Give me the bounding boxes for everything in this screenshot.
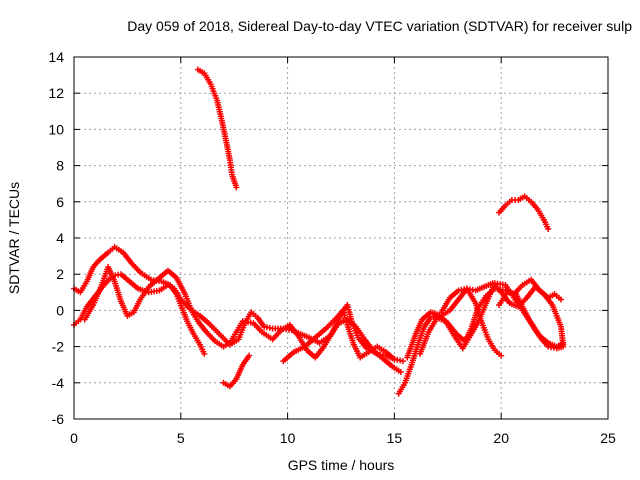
data-point — [498, 352, 505, 359]
data-point — [397, 368, 404, 375]
x-tick-label: 0 — [70, 430, 78, 446]
y-tick-label: -6 — [52, 411, 65, 427]
y-tick-label: 0 — [56, 302, 64, 318]
y-tick-label: 14 — [48, 49, 64, 65]
series-track-5 — [220, 352, 253, 390]
y-tick-label: 10 — [48, 121, 64, 137]
series-track-11 — [496, 289, 567, 352]
data-point — [545, 225, 552, 232]
x-tick-label: 5 — [177, 430, 185, 446]
x-tick-label: 15 — [387, 430, 403, 446]
x-tick-label: 20 — [493, 430, 509, 446]
data-point — [560, 343, 567, 350]
ticks: 0 5 10 15 20 25 -6 -4 -2 0 2 4 6 8 10 12 14 — [48, 49, 616, 446]
data-point — [201, 350, 208, 357]
data-point — [233, 184, 240, 191]
series-track-8 — [404, 280, 567, 361]
x-tick-label: 25 — [600, 430, 616, 446]
y-tick-label: -2 — [52, 339, 65, 355]
grid — [74, 57, 608, 419]
series-track-4 — [194, 66, 240, 191]
series-track-3 — [81, 263, 406, 365]
series-track-12 — [496, 193, 552, 232]
data-point — [558, 296, 565, 303]
plot-frame — [73, 56, 609, 420]
data-point — [391, 356, 398, 363]
y-tick-label: 6 — [56, 194, 64, 210]
data-point — [246, 352, 253, 359]
y-axis-label: SDTVAR / TECUs — [6, 182, 22, 294]
x-tick-label: 10 — [280, 430, 296, 446]
data-point — [399, 358, 406, 365]
y-tick-label: 4 — [56, 230, 64, 246]
data-points — [71, 66, 567, 397]
x-axis-label: GPS time / hours — [288, 457, 395, 473]
y-tick-label: -4 — [52, 375, 65, 391]
y-tick-label: 2 — [56, 266, 64, 282]
series-track-6 — [280, 307, 398, 365]
chart-title: Day 059 of 2018, Sidereal Day-to-day VTE… — [127, 18, 632, 34]
y-tick-label: 12 — [48, 85, 64, 101]
y-tick-label: 8 — [56, 158, 64, 174]
series-track-10 — [438, 285, 505, 359]
